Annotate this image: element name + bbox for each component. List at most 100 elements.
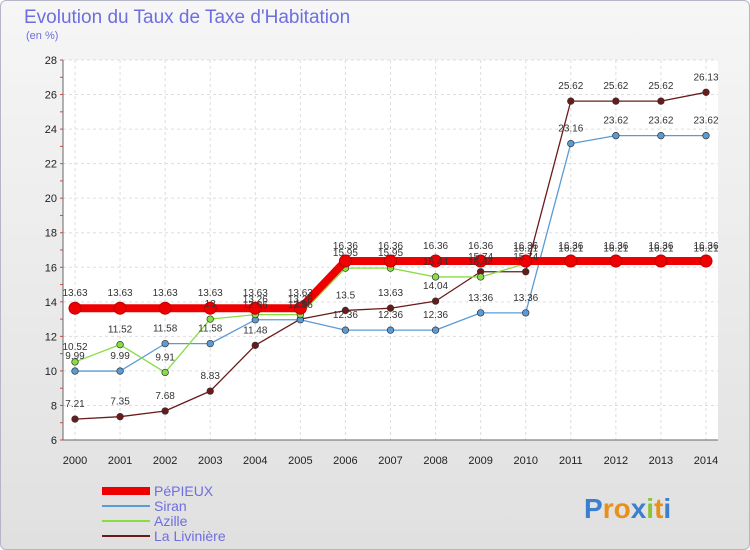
y-tick-label: 28	[45, 55, 57, 67]
series-point-0	[429, 254, 443, 268]
x-tick-label: 2008	[423, 455, 447, 467]
data-label: 7.21	[65, 399, 85, 410]
data-label: 15.44	[468, 257, 493, 268]
y-tick-label: 6	[51, 435, 57, 447]
legend-label-0: PéPIEUX	[154, 483, 214, 499]
data-label: 15.95	[378, 248, 403, 259]
legend-label-3: La Livinière	[154, 528, 226, 544]
series-point-1	[71, 367, 79, 375]
data-label: 15.44	[423, 257, 448, 268]
x-tick-label: 2005	[288, 455, 312, 467]
series-point-0	[474, 254, 488, 268]
chart-title: Evolution du Taux de Taxe d'Habitation	[24, 7, 350, 28]
series-point-3	[431, 297, 440, 305]
data-label: 16.21	[693, 244, 718, 255]
series-point-1	[161, 339, 169, 348]
series-point-3	[71, 415, 79, 423]
series-point-3	[702, 88, 710, 96]
series-point-0	[654, 254, 668, 268]
legend-label-2: Azille	[154, 513, 188, 529]
series-point-0	[609, 254, 623, 268]
series-lines	[68, 88, 713, 423]
grid	[63, 59, 718, 441]
data-label: 11.52	[108, 325, 133, 336]
series-point-3	[522, 268, 530, 276]
data-label: 25.62	[648, 81, 673, 92]
axes: 6 8 10 12 14 16 18 20 22 24 26 28 2000 2001 2002 2003 20…	[45, 55, 718, 467]
series-point-0	[113, 301, 127, 315]
data-label: 23.62	[693, 116, 718, 127]
series-point-0	[519, 254, 533, 268]
series-point-1	[431, 326, 440, 334]
series-point-0	[564, 254, 578, 268]
data-label: 16.36	[378, 241, 403, 252]
data-label: 16.36	[468, 241, 493, 252]
series-point-3	[657, 97, 665, 105]
x-tick-label: 2006	[333, 455, 357, 467]
series-point-3	[251, 341, 259, 349]
series-point-0	[384, 254, 397, 268]
x-tick-label: 2001	[108, 455, 132, 467]
series-point-3	[612, 97, 620, 105]
series-point-1	[386, 326, 395, 334]
series-point-3	[161, 407, 169, 415]
data-label: 16.36	[333, 241, 358, 252]
x-tick-label: 2014	[694, 455, 718, 467]
y-tick-label: 16	[45, 262, 57, 274]
data-label: 16.36	[513, 241, 538, 252]
series-point-2	[116, 341, 124, 349]
data-label: 16.21	[603, 244, 628, 255]
data-label: 13.5	[336, 290, 356, 301]
data-label: 13.63	[378, 288, 403, 299]
proxiti-logo: Proxiti	[584, 493, 671, 524]
data-label: 10.52	[62, 342, 87, 353]
series-point-2	[476, 273, 485, 281]
series-point-2	[161, 368, 169, 377]
data-label: 12.36	[423, 310, 448, 321]
data-label: 11.58	[153, 324, 178, 335]
data-label: 13.63	[288, 288, 313, 299]
series-point-1	[341, 326, 350, 334]
series-point-0	[338, 254, 352, 268]
x-tick-label: 2010	[513, 455, 537, 467]
x-tick-label: 2007	[378, 455, 402, 467]
x-tick-label: 2013	[649, 455, 673, 467]
x-tick-label: 2012	[604, 455, 628, 467]
data-label: 13.26	[243, 295, 268, 306]
data-label: 9.91	[155, 352, 175, 363]
data-label: 15.74	[468, 252, 493, 263]
data-label: 25.62	[558, 81, 583, 92]
data-label: 16.36	[603, 241, 628, 252]
series-point-1	[612, 132, 620, 140]
y-tick-label: 14	[45, 297, 57, 309]
data-label: 13	[295, 299, 307, 310]
series-point-0	[68, 301, 82, 315]
x-tick-label: 2000	[63, 455, 87, 467]
series-point-2	[71, 358, 79, 366]
data-label: 12.96	[288, 300, 313, 311]
series-point-1	[116, 367, 124, 375]
series-point-0	[158, 301, 172, 315]
x-tick-label: 2004	[243, 455, 267, 467]
series-point-0	[203, 301, 217, 315]
data-label: 13.63	[198, 288, 223, 299]
y-tick-label: 26	[45, 90, 57, 102]
y-tick-label: 24	[45, 124, 57, 136]
data-label: 11.58	[198, 324, 223, 335]
series-point-1	[522, 309, 530, 317]
data-label: 23.62	[648, 116, 673, 127]
data-label: 15.74	[513, 252, 538, 263]
data-label: 9.99	[110, 351, 130, 362]
data-label: 8.83	[200, 371, 220, 382]
data-label: 26.13	[693, 72, 718, 83]
x-tick-label: 2011	[559, 455, 583, 467]
x-tick-label: 2009	[468, 455, 492, 467]
data-label: 16.36	[558, 241, 583, 252]
y-tick-label: 12	[45, 331, 57, 343]
series-point-0	[699, 254, 713, 268]
series-point-1	[476, 309, 485, 317]
series-point-1	[567, 139, 575, 148]
data-label: 12.96	[243, 300, 268, 311]
x-tick-label: 2003	[198, 455, 222, 467]
